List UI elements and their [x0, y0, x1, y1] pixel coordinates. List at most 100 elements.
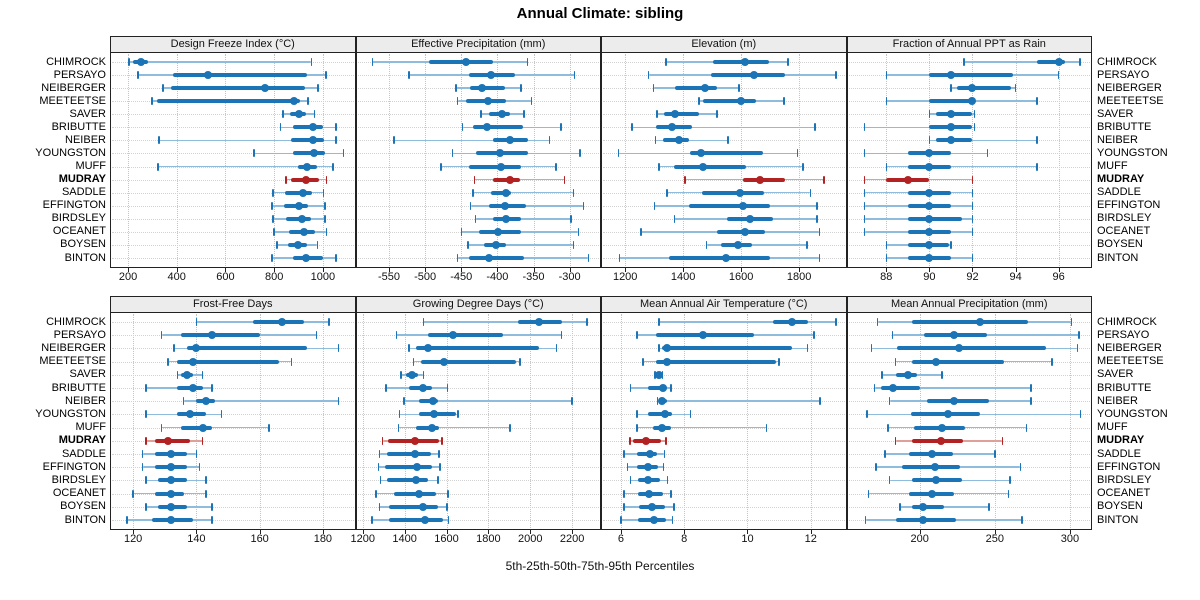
whisker-cap-high — [806, 344, 809, 353]
gridline-v — [497, 54, 499, 266]
median-dot — [659, 384, 668, 392]
whisker-cap-high — [818, 254, 821, 262]
gridline-h — [357, 467, 599, 469]
station-label-persayo: PERSAYO — [1097, 328, 1150, 341]
panel-frost-free-days — [110, 312, 356, 530]
median-dot — [925, 227, 934, 236]
whisker-cap-low — [272, 214, 274, 223]
station-label-chimrock: CHIMROCK — [1097, 55, 1157, 68]
whisker-cap-high — [447, 516, 450, 524]
axis-tick — [128, 268, 130, 272]
whisker-cap-low — [626, 463, 629, 472]
whisker-cap-low — [866, 410, 868, 419]
median-dot — [932, 357, 941, 366]
median-dot — [655, 370, 664, 379]
whisker-cap-high — [335, 254, 337, 262]
whisker-cap-low — [629, 384, 632, 392]
axis-tick — [259, 530, 261, 534]
station-label-boysen: BOYSEN — [1097, 500, 1143, 513]
whisker-cap-low — [160, 423, 163, 432]
whisker-cap-low — [864, 516, 867, 524]
whisker-cap-high — [211, 516, 213, 524]
whisker-5-95 — [963, 61, 1081, 63]
station-label-mudray: MUDRAY — [58, 173, 106, 186]
whisker-cap-high — [310, 58, 313, 66]
gridline-h — [357, 427, 599, 429]
station-label-youngston: YOUNGSTON — [1097, 146, 1168, 159]
gridline-v — [225, 54, 227, 266]
whisker-cap-high — [1079, 410, 1082, 419]
whisker-cap-high — [1036, 136, 1038, 145]
whisker-cap-high — [571, 397, 573, 406]
station-label-youngston: YOUNGSTON — [1097, 407, 1168, 420]
median-dot — [421, 516, 430, 524]
whisker-cap-high — [335, 136, 337, 145]
whisker-cap-low — [460, 227, 463, 236]
gridline-h — [112, 192, 354, 194]
gridline-h — [112, 427, 354, 429]
whisker-cap-low — [145, 502, 147, 511]
gridline-h — [357, 192, 599, 194]
median-dot — [494, 227, 503, 236]
station-label-effington: EFFINGTON — [1097, 199, 1161, 212]
median-dot — [701, 84, 710, 93]
axis-tick-label: 1200 — [350, 533, 376, 545]
axis-tick-label: 180 — [313, 533, 333, 545]
axis-tick — [176, 268, 178, 272]
station-label-boysen: BOYSEN — [1097, 238, 1143, 251]
gridline-h — [357, 506, 599, 508]
station-label-birdsley: BIRDSLEY — [51, 212, 106, 225]
median-dot — [429, 410, 438, 419]
gridline-h — [112, 244, 354, 246]
box-25-75 — [469, 86, 505, 91]
gridline-v — [176, 54, 178, 266]
median-dot — [295, 201, 304, 210]
whisker-cap-high — [441, 436, 443, 445]
whisker-cap-low — [654, 370, 656, 379]
whisker-cap-low — [474, 214, 477, 223]
strip-effective-precipitation-mm: Effective Precipitation (mm) — [355, 36, 601, 53]
whisker-cap-high — [1021, 516, 1023, 524]
axis-tick-label: 88 — [880, 271, 893, 283]
whisker-cap-high — [950, 240, 952, 249]
median-dot — [950, 331, 959, 340]
axis-tick — [886, 268, 888, 272]
gridline-v — [886, 54, 888, 266]
median-dot — [534, 318, 543, 326]
whisker-cap-high — [520, 84, 522, 93]
axis-tick — [196, 530, 198, 534]
whisker-cap-low — [894, 436, 897, 445]
box-25-75 — [897, 346, 1046, 351]
gridline-v — [425, 54, 427, 266]
box-25-75 — [416, 346, 539, 351]
whisker-cap-low — [640, 227, 642, 236]
box-25-75 — [674, 164, 746, 169]
whisker-cap-high — [1057, 71, 1060, 80]
strip-elevation-m: Elevation (m) — [601, 36, 847, 53]
gridline-v — [684, 314, 686, 528]
axis-tick — [799, 268, 801, 272]
whisker-cap-high — [1030, 384, 1032, 392]
panel-growing-degree-days-c — [355, 312, 601, 530]
whisker-cap-high — [325, 227, 327, 236]
axis-tick-label: 800 — [264, 271, 284, 283]
whisker-cap-high — [1009, 476, 1011, 485]
whisker-cap-high — [315, 331, 318, 340]
median-dot — [419, 502, 428, 511]
whisker-cap-low — [876, 318, 879, 326]
box-25-75 — [668, 256, 771, 260]
gridline-h — [357, 520, 599, 521]
whisker-cap-high — [666, 476, 669, 485]
median-dot — [505, 175, 514, 184]
station-label-birdsley: BIRDSLEY — [51, 473, 106, 486]
axis-tick-label: -450 — [450, 271, 473, 283]
station-label-mudray: MUDRAY — [58, 434, 106, 447]
gridline-v — [741, 54, 743, 266]
gridline-v — [747, 314, 749, 528]
median-dot — [309, 123, 318, 132]
median-dot — [746, 214, 755, 223]
whisker-cap-high — [563, 175, 566, 184]
axis-tick-label: 1200 — [612, 271, 638, 283]
whisker-cap-high — [973, 123, 976, 132]
box-25-75 — [155, 438, 191, 443]
